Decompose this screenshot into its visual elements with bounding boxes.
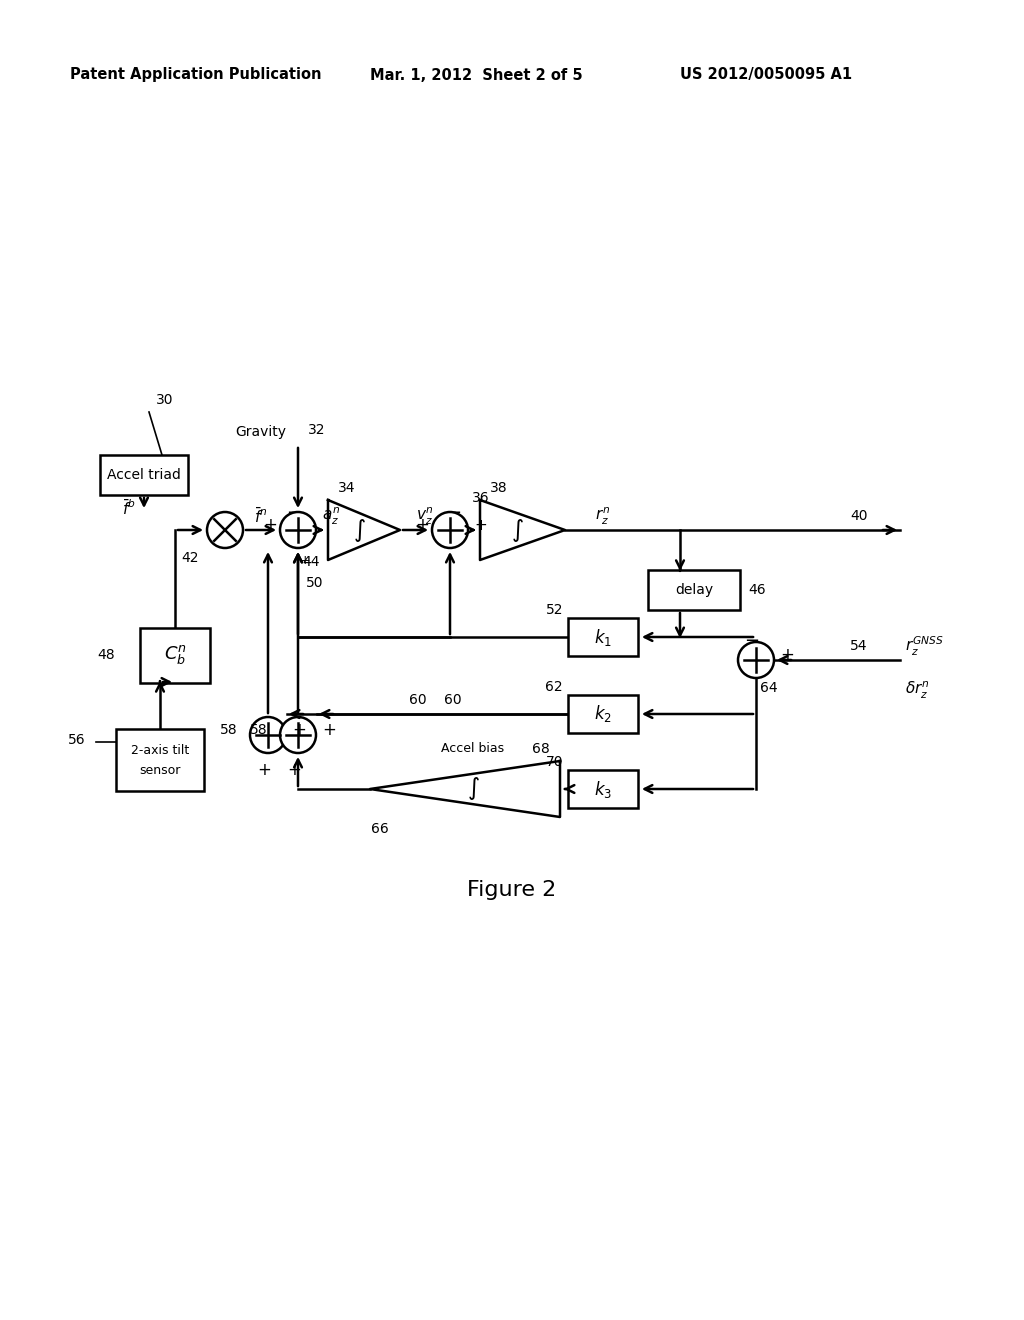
Text: −: − [287, 504, 301, 521]
Text: −: − [446, 504, 462, 521]
Bar [140, 628, 210, 682]
Text: 54: 54 [850, 639, 867, 653]
Text: Accel bias: Accel bias [441, 742, 505, 755]
Text: +: + [257, 762, 271, 779]
Text: 34: 34 [338, 480, 355, 495]
Text: 36: 36 [472, 491, 489, 506]
Bar [568, 618, 638, 656]
Text: 58: 58 [250, 723, 267, 737]
Text: sensor: sensor [139, 763, 180, 776]
Text: 56: 56 [69, 733, 86, 747]
Text: $k_1$: $k_1$ [594, 627, 612, 648]
Text: delay: delay [675, 583, 713, 597]
Text: $\delta r_z^n$: $\delta r_z^n$ [905, 680, 930, 701]
Text: 60: 60 [410, 693, 427, 708]
Text: Gravity: Gravity [234, 425, 286, 440]
Text: 32: 32 [308, 422, 326, 437]
Text: Patent Application Publication: Patent Application Publication [70, 67, 322, 82]
Text: $\int$: $\int$ [352, 516, 366, 544]
Bar [568, 770, 638, 808]
Text: 46: 46 [748, 583, 766, 597]
Text: +: + [292, 721, 306, 739]
Bar [100, 455, 188, 495]
Text: 60: 60 [444, 693, 462, 708]
Text: +: + [287, 762, 301, 779]
Text: $\bar{f}^b$: $\bar{f}^b$ [122, 499, 136, 517]
Text: Accel triad: Accel triad [108, 469, 181, 482]
Text: 58: 58 [220, 723, 238, 737]
Circle shape [432, 512, 468, 548]
Bar [568, 696, 638, 733]
Text: 40: 40 [850, 510, 867, 523]
Text: 2-axis tilt: 2-axis tilt [131, 743, 189, 756]
Text: 50: 50 [306, 576, 324, 590]
Text: +: + [263, 516, 276, 535]
Text: $k_3$: $k_3$ [594, 779, 612, 800]
Circle shape [738, 642, 774, 678]
Polygon shape [370, 762, 560, 817]
Text: +: + [780, 645, 794, 664]
Text: 68: 68 [532, 742, 550, 756]
Text: $r_z^n$: $r_z^n$ [595, 506, 610, 527]
Circle shape [280, 512, 316, 548]
Circle shape [280, 717, 316, 752]
Text: $\bar{f}^n$: $\bar{f}^n$ [254, 507, 267, 525]
Text: $\int$: $\int$ [511, 516, 523, 544]
Text: 42: 42 [181, 550, 199, 565]
Text: Figure 2: Figure 2 [467, 880, 557, 900]
Text: 66: 66 [371, 822, 389, 836]
Polygon shape [328, 500, 400, 560]
Circle shape [250, 717, 286, 752]
Text: 38: 38 [490, 480, 508, 495]
Text: Mar. 1, 2012  Sheet 2 of 5: Mar. 1, 2012 Sheet 2 of 5 [370, 67, 583, 82]
Text: 70: 70 [546, 755, 563, 770]
Text: $\int$: $\int$ [467, 776, 479, 803]
Text: 44: 44 [302, 554, 319, 569]
Text: 64: 64 [760, 681, 777, 696]
Text: $k_2$: $k_2$ [594, 704, 612, 725]
Text: +: + [300, 554, 310, 568]
Text: $C_b^n$: $C_b^n$ [164, 643, 186, 667]
Polygon shape [480, 500, 565, 560]
Text: US 2012/0050095 A1: US 2012/0050095 A1 [680, 67, 852, 82]
Text: $r_z^{GNSS}$: $r_z^{GNSS}$ [905, 635, 943, 657]
Text: +: + [415, 516, 429, 535]
Bar [116, 729, 204, 791]
Circle shape [207, 512, 243, 548]
Text: 30: 30 [156, 393, 173, 407]
Text: 48: 48 [97, 648, 115, 663]
Text: +: + [474, 517, 486, 532]
Text: $v_z^n$: $v_z^n$ [416, 506, 434, 527]
Bar [648, 570, 740, 610]
Text: $a_z^n$: $a_z^n$ [322, 506, 340, 527]
Text: −: − [744, 632, 760, 649]
Text: +: + [322, 721, 336, 739]
Text: 52: 52 [546, 603, 563, 616]
Text: 62: 62 [546, 680, 563, 694]
